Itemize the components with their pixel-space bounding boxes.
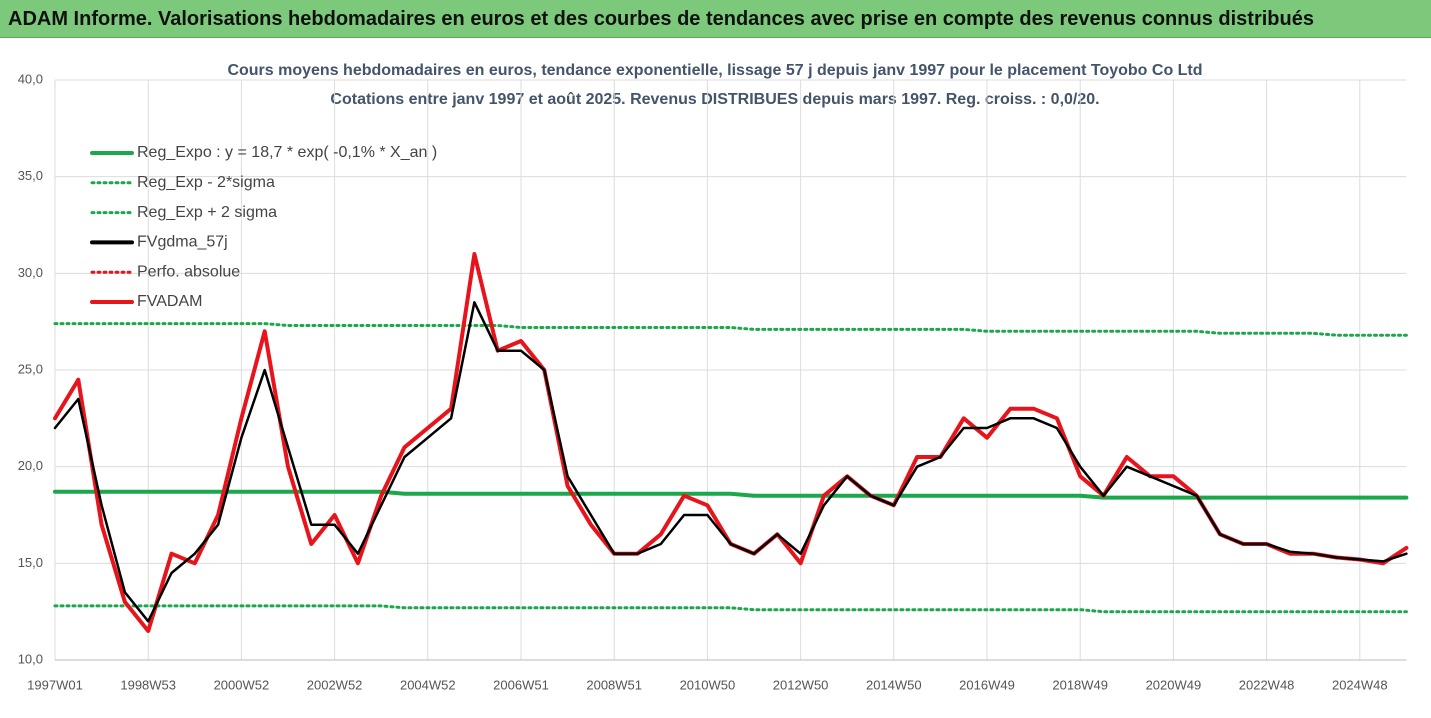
legend-label: FVADAM (137, 293, 202, 310)
y-tick-label: 25,0 (18, 361, 43, 376)
x-tick-label: 2010W50 (680, 677, 736, 692)
series-line (53, 322, 1408, 337)
x-tick-label: 2000W52 (214, 677, 270, 692)
x-tick-label: 1998W53 (120, 677, 176, 692)
x-tick-label: 2006W51 (493, 677, 549, 692)
legend-label: Reg_Expo : y = 18,7 * exp( -0,1% * X_an … (137, 144, 437, 161)
chart-title: Cours moyens hebdomadaires en euros, ten… (227, 62, 1202, 79)
x-tick-label: 2008W51 (586, 677, 642, 692)
y-tick-label: 10,0 (18, 651, 43, 666)
x-tick-label: 2022W48 (1239, 677, 1295, 692)
legend-label: Reg_Exp - 2*sigma (137, 174, 275, 191)
x-tick-label: 2014W50 (866, 677, 922, 692)
legend-label: FVgdma_57j (137, 234, 228, 251)
x-tick-label: 2018W49 (1052, 677, 1108, 692)
chart-subtitle: Cotations entre janv 1997 et août 2025. … (330, 91, 1099, 108)
banner: ADAM Informe. Valorisations hebdomadaire… (0, 0, 1431, 38)
series-line (53, 301, 1408, 623)
legend-label: Reg_Exp + 2 sigma (137, 204, 277, 221)
chart: Cours moyens hebdomadaires en euros, ten… (18, 62, 1409, 692)
x-tick-label: 2012W50 (773, 677, 829, 692)
legend-label: Perfo. absolue (137, 263, 240, 280)
y-tick-label: 35,0 (18, 168, 43, 183)
series-line (53, 604, 1408, 614)
x-tick-label: 1997W01 (27, 677, 83, 692)
series-line (53, 252, 1409, 633)
x-tick-label: 2002W52 (307, 677, 363, 692)
x-tick-label: 2016W49 (959, 677, 1015, 692)
x-tick-label: 2004W52 (400, 677, 456, 692)
y-tick-label: 15,0 (18, 555, 43, 570)
series-line (53, 252, 1408, 633)
series-line (53, 489, 1409, 500)
x-tick-label: 2024W48 (1332, 677, 1388, 692)
x-tick-label: 2020W49 (1146, 677, 1202, 692)
y-tick-label: 40,0 (18, 71, 43, 86)
y-tick-label: 30,0 (18, 265, 43, 280)
y-tick-label: 20,0 (18, 458, 43, 473)
